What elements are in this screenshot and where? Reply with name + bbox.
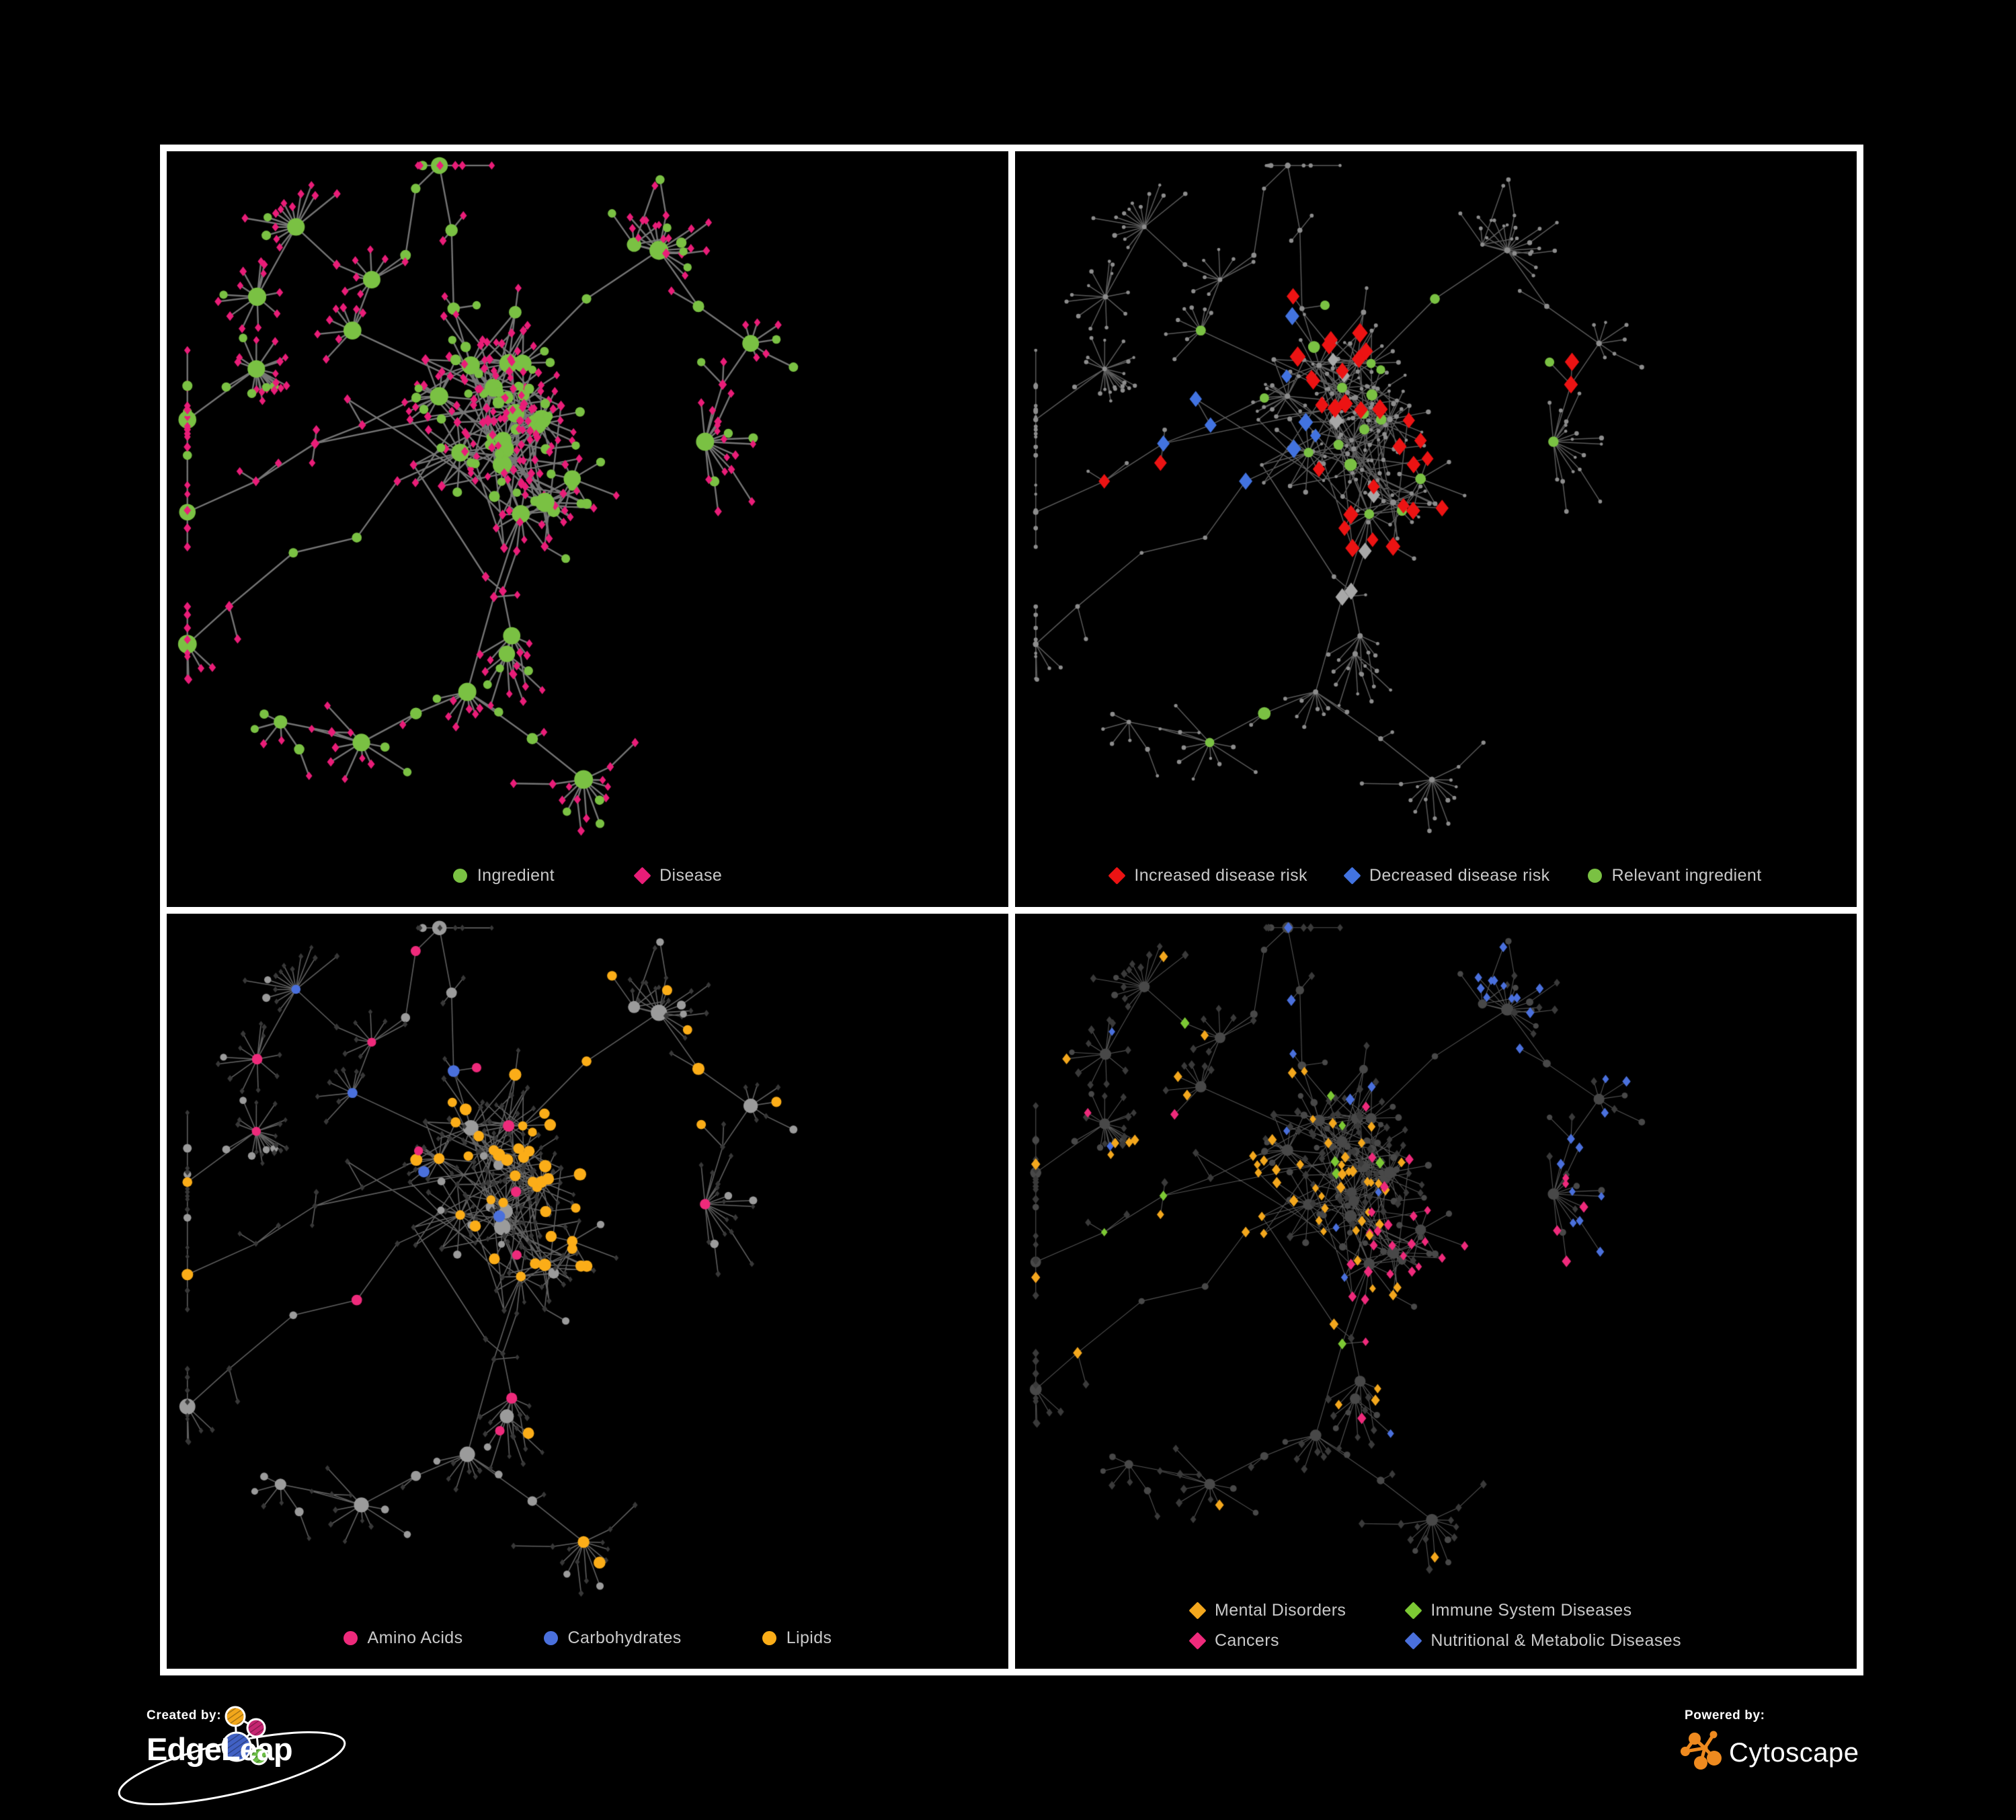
legend-item-cancers: Cancers — [1188, 1631, 1346, 1651]
legend-item-carbohydrates: Carbohydrates — [543, 1628, 682, 1648]
legend-item-mental-disorders: Mental Disorders — [1188, 1601, 1346, 1620]
created-by-label: Created by: — [147, 1708, 222, 1723]
nutritional-metabolic-diseases-swatch — [1404, 1632, 1422, 1650]
legend-item-nutritional-metabolic-diseases: Nutritional & Metabolic Diseases — [1404, 1631, 1682, 1651]
network-view-disease-risk — [1015, 151, 1857, 845]
legend-ingredients-diseases: Ingredient Disease — [167, 845, 1008, 907]
legend-label-cancers: Cancers — [1214, 1631, 1279, 1650]
carbohydrates-swatch — [543, 1630, 558, 1645]
legend-ingredient-classes: Amino Acids Carbohydrates Lipids — [167, 1607, 1008, 1669]
powered-by-label: Powered by: — [1685, 1708, 1765, 1723]
legend-disease-risk: Increased disease risk Decreased disease… — [1015, 845, 1857, 907]
legend-label-ingredient: Ingredient — [477, 866, 555, 885]
legend-label-relevant-ingredient: Relevant ingredient — [1611, 866, 1762, 885]
relevant-ingredient-swatch — [1587, 869, 1602, 883]
panel-ingredient-classes: Amino Acids Carbohydrates Lipids — [167, 913, 1008, 1669]
legend-item-increased-risk: Increased disease risk — [1108, 866, 1307, 885]
legend-item-lipids: Lipids — [762, 1628, 832, 1648]
disease-swatch — [633, 867, 651, 885]
amino-acids-swatch — [343, 1630, 358, 1645]
edgeleap-node-green — [249, 1747, 268, 1766]
legend-item-amino-acids: Amino Acids — [343, 1628, 463, 1648]
legend-label-immune-system-diseases: Immune System Diseases — [1430, 1601, 1632, 1620]
panel-ingredients-diseases: Ingredient Disease — [167, 151, 1008, 907]
edgeleap-node-magenta — [246, 1718, 266, 1738]
cancers-swatch — [1188, 1632, 1207, 1650]
lipids-swatch — [762, 1630, 776, 1645]
legend-label-disease: Disease — [659, 866, 723, 885]
legend-label-amino-acids: Amino Acids — [367, 1628, 463, 1647]
legend-disease-classes: Mental Disorders Immune System Diseases … — [1015, 1583, 1857, 1669]
panel-disease-risk: Increased disease risk Decreased disease… — [1015, 151, 1857, 907]
legend-item-disease: Disease — [633, 866, 723, 885]
decreased-risk-swatch — [1343, 867, 1361, 885]
legend-item-relevant-ingredient: Relevant ingredient — [1587, 866, 1762, 885]
network-view-ingredient-classes — [167, 913, 1008, 1608]
legend-label-nutritional-metabolic-diseases: Nutritional & Metabolic Diseases — [1430, 1631, 1682, 1650]
edgeleap-node-blue — [221, 1731, 252, 1762]
legend-label-lipids: Lipids — [786, 1628, 832, 1647]
legend-item-decreased-risk: Decreased disease risk — [1343, 866, 1550, 885]
ingredient-swatch — [452, 869, 467, 883]
legend-label-decreased-risk: Decreased disease risk — [1369, 866, 1550, 885]
legend-label-mental-disorders: Mental Disorders — [1214, 1601, 1346, 1620]
panel-grid: Ingredient Disease Increased disease ris… — [160, 145, 1863, 1675]
network-view-ingredients-diseases — [167, 151, 1008, 845]
cytoscape-wordmark: Cytoscape — [1729, 1738, 1859, 1768]
immune-system-diseases-swatch — [1404, 1601, 1422, 1620]
panel-disease-classes: Mental Disorders Immune System Diseases … — [1015, 913, 1857, 1669]
cytoscape-logo: Cytoscape — [1681, 1731, 1859, 1770]
network-view-disease-classes — [1015, 913, 1857, 1583]
increased-risk-swatch — [1108, 867, 1126, 885]
cytoscape-icon-nodes — [1681, 1731, 1722, 1770]
edgeleap-wordmark: EdgeLeap — [147, 1731, 292, 1767]
mental-disorders-swatch — [1188, 1601, 1207, 1620]
edgeleap-logo: EdgeLeap — [118, 1706, 346, 1806]
legend-item-ingredient: Ingredient — [452, 866, 555, 885]
legend-item-immune-system-diseases: Immune System Diseases — [1404, 1601, 1681, 1620]
edgeleap-node-orange — [225, 1706, 246, 1727]
legend-label-increased-risk: Increased disease risk — [1134, 866, 1307, 885]
legend-label-carbohydrates: Carbohydrates — [567, 1628, 682, 1647]
